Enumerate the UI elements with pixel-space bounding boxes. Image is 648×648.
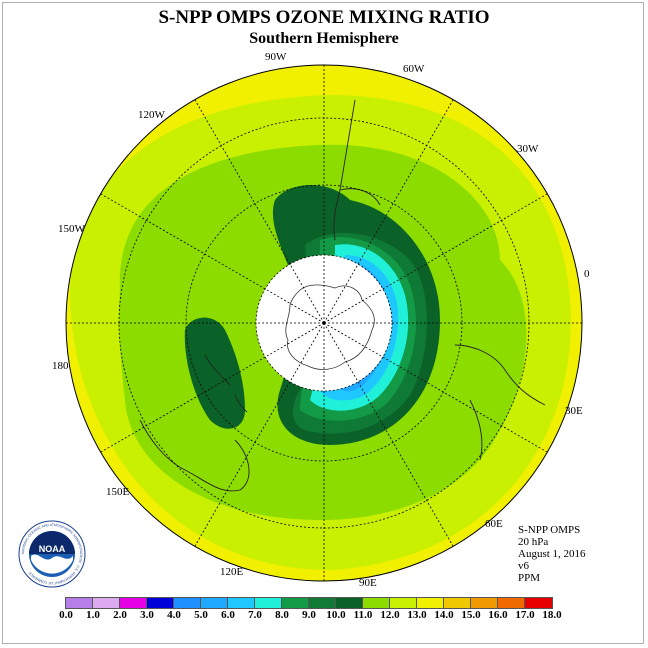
lon-label-60e: 60E <box>485 518 503 530</box>
lon-label-60w: 60W <box>403 63 425 75</box>
colorbar <box>65 597 553 609</box>
colorbar-swatch <box>201 598 228 608</box>
colorbar-swatch <box>471 598 498 608</box>
colorbar-tick-label: 13.0 <box>407 609 427 621</box>
antarctica-coastline <box>285 284 375 370</box>
graticule <box>66 65 582 581</box>
australia-coastline <box>139 419 250 492</box>
colorbar-swatch <box>120 598 147 608</box>
colorbar-swatch <box>174 598 201 608</box>
info-version: v6 <box>518 560 529 572</box>
new-zealand-coastline <box>204 354 248 413</box>
colorbar-tick-label: 3.0 <box>140 609 154 621</box>
colorbar-tick-label: 15.0 <box>461 609 481 621</box>
colorbar-tick-label: 2.0 <box>113 609 127 621</box>
colorbar-tick-label: 11.0 <box>353 609 373 621</box>
colorbar-swatch <box>66 598 93 608</box>
noaa-logo-icon: NOAA NATIONAL OCEANIC AND ATMOSPHERIC AD… <box>18 520 86 588</box>
meridian-30W <box>323 193 548 324</box>
colorbar-swatch <box>336 598 363 608</box>
lon-label-90e: 90E <box>359 577 377 589</box>
info-level: 20 hPa <box>518 536 549 548</box>
meridian-120W <box>194 99 325 324</box>
lon-label-120w: 120W <box>138 109 165 121</box>
colorbar-swatch <box>93 598 120 608</box>
colorbar-swatch <box>390 598 417 608</box>
lon-label-90w: 90W <box>265 51 287 63</box>
colorbar-tick-label: 14.0 <box>434 609 454 621</box>
south-america-coastline <box>333 99 381 241</box>
map-subtitle: Southern Hemisphere <box>249 30 399 47</box>
meridian-150E <box>100 322 325 453</box>
lon-label-30e: 30E <box>565 405 583 417</box>
colorbar-swatch <box>309 598 336 608</box>
colorbar-tick-label: 7.0 <box>248 609 262 621</box>
info-date: August 1, 2016 <box>518 548 586 560</box>
colorbar-swatch <box>255 598 282 608</box>
meridian-60E <box>323 322 454 547</box>
south-pole-marker <box>322 321 326 325</box>
colorbar-swatch <box>498 598 525 608</box>
colorbar-swatch <box>228 598 255 608</box>
colorbar-swatch <box>525 598 552 608</box>
lon-label-150e: 150E <box>106 486 130 498</box>
meridian-60W <box>323 99 454 324</box>
noaa-logo-text: NOAA <box>39 544 66 554</box>
lon-label-30w: 30W <box>517 143 539 155</box>
lon-label-150w: 150W <box>58 223 85 235</box>
colorbar-tick-label: 8.0 <box>275 609 289 621</box>
lon-label-120e: 120E <box>220 566 244 578</box>
colorbar-swatch <box>363 598 390 608</box>
africa-coastline <box>454 344 546 461</box>
colorbar-swatch <box>282 598 309 608</box>
colorbar-tick-label: 1.0 <box>86 609 100 621</box>
colorbar-tick-label: 9.0 <box>302 609 316 621</box>
ozone-band-10-west <box>184 317 245 429</box>
colorbar-tick-label: 10.0 <box>326 609 346 621</box>
map-title: S-NPP OMPS OZONE MIXING RATIO <box>158 7 490 28</box>
meridian-150W <box>100 193 325 324</box>
colorbar-tick-label: 16.0 <box>488 609 508 621</box>
colorbar-tick-label: 6.0 <box>221 609 235 621</box>
colorbar-tick-label: 18.0 <box>542 609 562 621</box>
colorbar-tick-label: 12.0 <box>380 609 400 621</box>
lon-label-180: 180 <box>52 360 69 372</box>
colorbar-tick-label: 0.0 <box>59 609 73 621</box>
info-units: PPM <box>518 572 541 584</box>
colorbar-tick-label: 5.0 <box>194 609 208 621</box>
colorbar-tick-label: 17.0 <box>515 609 535 621</box>
colorbar-swatch <box>417 598 444 608</box>
meridian-120E <box>194 322 325 547</box>
info-instrument: S-NPP OMPS <box>518 524 581 536</box>
colorbar-swatch <box>147 598 174 608</box>
lon-label-0: 0 <box>584 268 590 280</box>
colorbar-tick-label: 4.0 <box>167 609 181 621</box>
info-block: S-NPP OMPS 20 hPa August 1, 2016 v6 PPM <box>518 524 586 584</box>
colorbar-swatch <box>444 598 471 608</box>
meridian-30E <box>323 322 548 453</box>
